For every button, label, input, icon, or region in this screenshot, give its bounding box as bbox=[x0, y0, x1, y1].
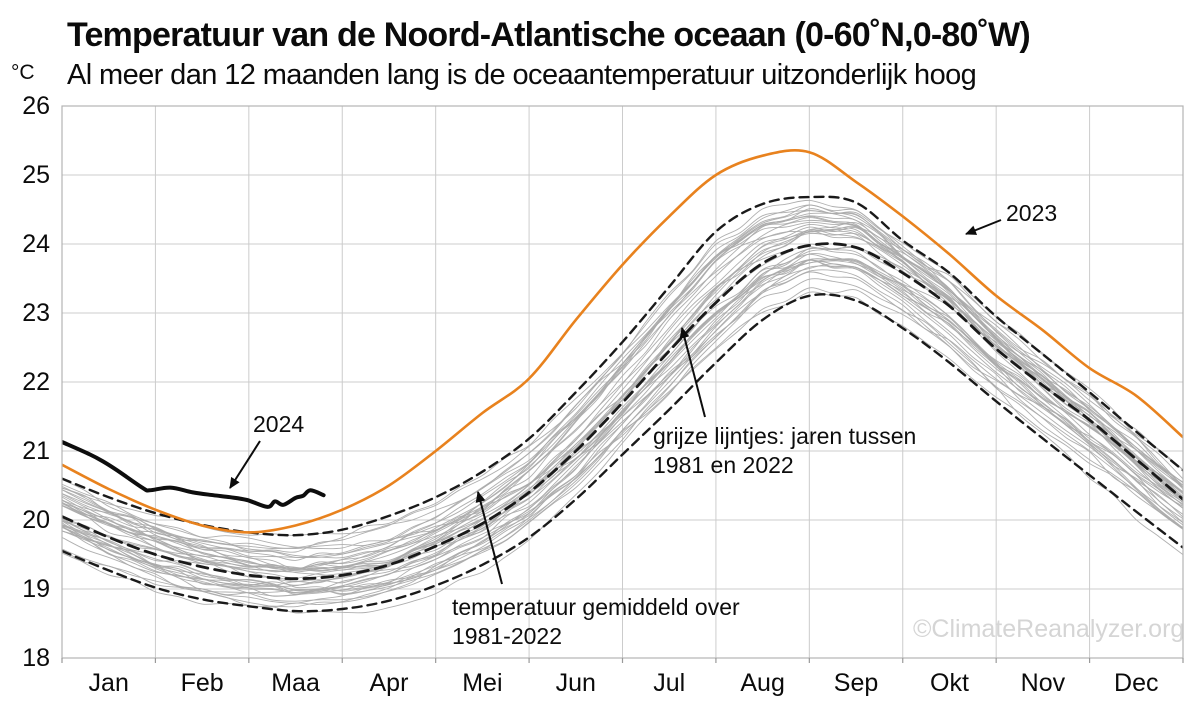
ensemble-year-line bbox=[62, 246, 1183, 588]
y-tick-label: 19 bbox=[22, 575, 50, 603]
month-label: Dec bbox=[1114, 669, 1158, 697]
page-title: Temperatuur van de Noord-Atlantische oce… bbox=[67, 16, 1031, 54]
annotation-2024: 2024 bbox=[253, 411, 305, 437]
month-label: Okt bbox=[930, 669, 969, 697]
y-tick-label: 22 bbox=[22, 368, 50, 396]
month-label: Apr bbox=[370, 669, 409, 697]
watermark-credit: ©ClimateReanalyzer.org bbox=[913, 615, 1185, 643]
label-2024-arrow bbox=[229, 440, 261, 489]
y-tick-label: 20 bbox=[22, 506, 50, 534]
ensemble-year-line bbox=[62, 246, 1183, 573]
ensemble-year-line bbox=[62, 265, 1183, 591]
month-label: Jun bbox=[556, 669, 596, 697]
ensemble-year-line bbox=[62, 221, 1183, 550]
ensemble-year-line bbox=[62, 212, 1183, 559]
ensemble-year-line bbox=[62, 229, 1183, 584]
y-tick-label: 25 bbox=[22, 161, 50, 189]
month-label: Jan bbox=[89, 669, 129, 697]
y-tick-label: 23 bbox=[22, 299, 50, 327]
month-label: Jul bbox=[653, 669, 685, 697]
series-line-temperatuur-gemiddeld-over-1981-2022 bbox=[62, 242, 1183, 581]
y-tick-label: 24 bbox=[22, 230, 50, 258]
ensemble-year-line bbox=[62, 219, 1183, 570]
ensemble-year-line bbox=[62, 230, 1183, 569]
ensemble-year-line bbox=[62, 245, 1183, 577]
ensemble-year-line bbox=[62, 217, 1183, 583]
series-line-ondergrens-1981-2022 bbox=[62, 293, 1183, 613]
annotation-mean-temperature: temperatuur gemiddeld over 1981-2022 bbox=[452, 594, 740, 649]
label-ensemble-arrow bbox=[679, 327, 706, 418]
month-label: Aug bbox=[740, 669, 784, 697]
label-2023-arrow bbox=[965, 219, 1002, 235]
page-subtitle: Al meer dan 12 maanden lang is de oceaan… bbox=[67, 59, 977, 91]
ensemble-year-line bbox=[62, 271, 1183, 604]
ensemble-year-line bbox=[62, 243, 1183, 594]
data-series-lines bbox=[62, 149, 1183, 613]
annotation-ensemble-years: grijze lijntjes: jaren tussen 1981 en 20… bbox=[653, 423, 917, 478]
grid-lines bbox=[62, 106, 1183, 658]
annotation-2023: 2023 bbox=[1006, 200, 1058, 226]
month-label: Maa bbox=[271, 669, 320, 697]
ensemble-year-line bbox=[62, 269, 1183, 614]
y-tick-label: 26 bbox=[22, 92, 50, 120]
ensemble-year-line bbox=[62, 259, 1183, 586]
ensemble-year-line bbox=[62, 232, 1183, 559]
ensemble-year-lines bbox=[62, 199, 1183, 614]
month-label: Mei bbox=[462, 669, 502, 697]
month-label: Feb bbox=[181, 669, 224, 697]
label-mean-arrow bbox=[475, 491, 503, 585]
plot-border bbox=[61, 105, 1184, 663]
ensemble-year-line bbox=[62, 259, 1183, 594]
month-label: Sep bbox=[834, 669, 878, 697]
annotation-arrows bbox=[229, 219, 1002, 585]
series-line-2024 bbox=[62, 440, 326, 509]
ensemble-year-line bbox=[62, 208, 1183, 536]
month-label: Nov bbox=[1021, 669, 1066, 697]
series-line-2023 bbox=[62, 149, 1183, 534]
y-tick-label: 21 bbox=[22, 437, 50, 465]
ensemble-year-line bbox=[62, 258, 1183, 595]
ensemble-year-line bbox=[62, 287, 1183, 597]
y-axis-unit-label: °C bbox=[11, 61, 35, 84]
ensemble-year-line bbox=[62, 216, 1183, 571]
y-tick-label: 18 bbox=[22, 644, 50, 672]
ensemble-year-line bbox=[62, 204, 1183, 570]
axis-labels: 26 25 24 23 22 21 20 19 18 Jan Feb Maa Apr Mei Jun Jul A… bbox=[22, 92, 1158, 697]
